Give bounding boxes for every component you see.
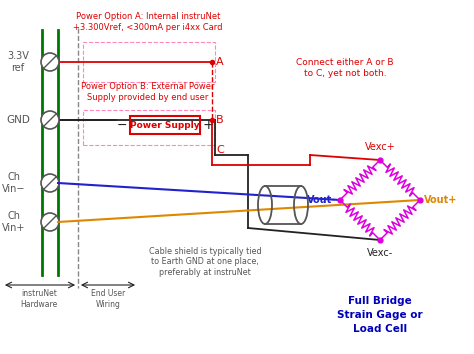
Bar: [83, 110, 215, 145]
Text: Vexc+: Vexc+: [365, 142, 395, 152]
Text: Vout-: Vout-: [307, 195, 336, 205]
Text: Ch
Vin+: Ch Vin+: [2, 211, 26, 233]
Text: Cable shield is typically tied
to Earth GND at one place,
preferably at instruNe: Cable shield is typically tied to Earth …: [149, 247, 261, 277]
Text: Connect either A or B
to C, yet not both.: Connect either A or B to C, yet not both…: [296, 58, 394, 78]
Text: Vout+: Vout+: [424, 195, 457, 205]
Text: instruNet
Hardware: instruNet Hardware: [20, 289, 58, 309]
Text: End User
Wiring: End User Wiring: [91, 289, 125, 309]
Bar: [83, 42, 215, 82]
Circle shape: [41, 53, 59, 71]
Text: Vexc-: Vexc-: [367, 248, 393, 258]
Circle shape: [41, 174, 59, 192]
Text: Power Supply: Power Supply: [130, 120, 200, 130]
Text: B: B: [216, 115, 224, 125]
Text: Full Bridge
Strain Gage or
Load Cell: Full Bridge Strain Gage or Load Cell: [337, 296, 423, 334]
Text: −: −: [117, 119, 127, 131]
Text: 3.3V
ref: 3.3V ref: [7, 51, 29, 73]
Text: +: +: [202, 118, 214, 132]
Circle shape: [41, 111, 59, 129]
Text: Ch
Vin−: Ch Vin−: [2, 172, 26, 194]
Bar: [130, 116, 200, 134]
Text: GND: GND: [6, 115, 30, 125]
Text: Power Option B: External Power
Supply provided by end user: Power Option B: External Power Supply pr…: [81, 82, 215, 102]
Text: Power Option A: Internal instruNet
+3.300Vref, <300mA per i4xx Card: Power Option A: Internal instruNet +3.30…: [73, 12, 223, 32]
Text: C: C: [216, 145, 224, 155]
Text: A: A: [216, 57, 224, 67]
Circle shape: [41, 213, 59, 231]
